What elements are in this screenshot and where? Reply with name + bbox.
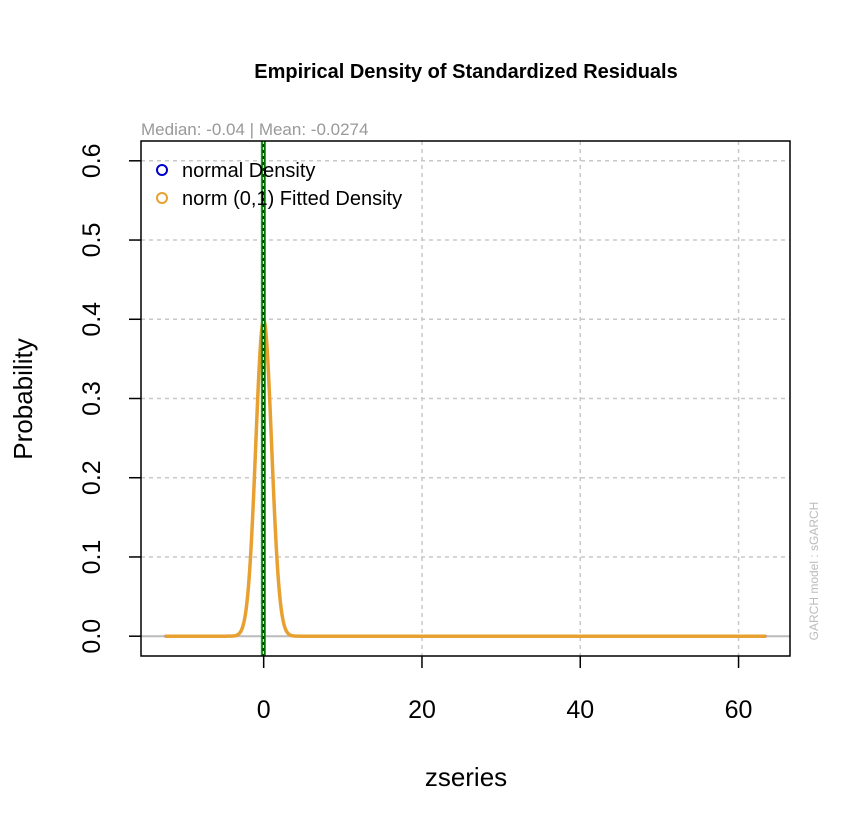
y-axis-ticks: 0.0 0.1 0.2 0.3 0.4 0.5 0.6 bbox=[78, 143, 141, 654]
y-tick-label-1: 0.1 bbox=[78, 540, 106, 575]
y-tick-label-3: 0.3 bbox=[78, 381, 106, 416]
y-tick-label-6: 0.6 bbox=[78, 143, 106, 178]
grid-lines bbox=[141, 141, 790, 656]
y-tick-label-0: 0.0 bbox=[78, 619, 106, 654]
x-tick-label-2: 40 bbox=[566, 696, 594, 724]
x-tick-label-1: 20 bbox=[408, 696, 436, 724]
legend-marker-0 bbox=[156, 164, 168, 176]
legend-marker-1 bbox=[156, 192, 168, 204]
y-axis-label: Probability bbox=[8, 338, 38, 459]
y-tick-label-4: 0.4 bbox=[78, 302, 106, 337]
x-axis-ticks: 0 20 40 60 bbox=[257, 656, 753, 724]
density-curves bbox=[163, 318, 768, 638]
legend: normal Density norm (0,1) Fitted Density bbox=[156, 160, 402, 210]
model-side-note: GARCH model : sGARCH bbox=[807, 502, 821, 641]
x-tick-label-3: 60 bbox=[725, 696, 753, 724]
y-tick-label-5: 0.5 bbox=[78, 223, 106, 258]
legend-label-1: norm (0,1) Fitted Density bbox=[182, 188, 402, 210]
chart-subtitle: Median: -0.04 | Mean: -0.0274 bbox=[141, 120, 368, 139]
x-tick-label-0: 0 bbox=[257, 696, 271, 724]
y-tick-label-2: 0.2 bbox=[78, 460, 106, 495]
x-axis-label: zseries bbox=[425, 762, 507, 792]
legend-label-0: normal Density bbox=[182, 160, 315, 182]
chart-title: Empirical Density of Standardized Residu… bbox=[254, 61, 677, 83]
series-line-1 bbox=[163, 318, 768, 638]
